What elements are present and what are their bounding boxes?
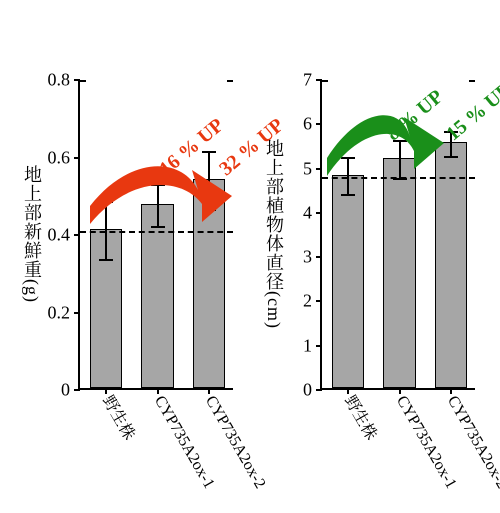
figure-root: 地上部新鮮重(g) 00.20.40.60.816 % UP32 % UP 野生… [0,0,500,513]
curve-arrow-icon [322,80,477,390]
y-tick-label: 5 [303,158,312,179]
y-tick-label: 2 [303,291,312,312]
ylabel-text: 地上部植物体直径 [264,139,284,291]
right-ylabel: 地上部植物体直径(cm) [261,139,287,329]
right-panel: 地上部植物体直径(cm) 012345678 % UP15 % UP 野生株CY… [0,0,500,513]
ylabel-unit: (cm) [264,291,284,329]
y-tick-label: 4 [303,202,312,223]
right-plot-area: 地上部植物体直径(cm) 012345678 % UP15 % UP [320,80,475,390]
y-tick-label: 6 [303,114,312,135]
y-tick-label: 1 [303,335,312,356]
y-tick-label: 3 [303,247,312,268]
x-label: 野生株 [340,391,384,444]
y-tick-label: 7 [303,70,312,91]
y-tick-label: 0 [303,380,312,401]
